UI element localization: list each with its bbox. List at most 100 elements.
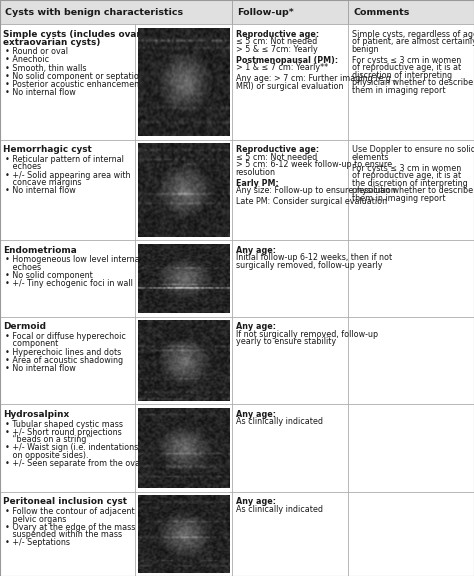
Bar (0, 24, 135, 139)
Text: Follow-up*: Follow-up* (237, 7, 294, 17)
Bar (135, 24, 232, 139)
Text: For cysts ≤ 3 cm in women: For cysts ≤ 3 cm in women (352, 56, 461, 65)
Text: of reproductive age, it is at: of reproductive age, it is at (352, 63, 461, 72)
Text: • Area of acoustic shadowing: • Area of acoustic shadowing (5, 355, 123, 365)
Bar (0, 0, 232, 24)
Bar (232, 139, 348, 240)
Text: of patient, are almost certainly: of patient, are almost certainly (352, 37, 474, 47)
Text: Any age: > 7 cm: Further imaging (e.g.,: Any age: > 7 cm: Further imaging (e.g., (236, 74, 395, 83)
Text: As clinically indicated: As clinically indicated (236, 505, 323, 514)
Text: Simple cysts (includes ovarian and: Simple cysts (includes ovarian and (3, 30, 179, 39)
Bar (348, 317, 474, 404)
Text: them in imaging report: them in imaging report (352, 86, 445, 94)
Text: benign: benign (352, 45, 379, 54)
Text: surgically removed, follow-up yearly: surgically removed, follow-up yearly (236, 261, 382, 270)
Text: extraovarian cysts): extraovarian cysts) (3, 38, 100, 47)
Bar (135, 139, 232, 240)
Text: echoes: echoes (5, 263, 41, 272)
Text: • +/- Short round projections: • +/- Short round projections (5, 427, 122, 437)
Bar (348, 139, 474, 240)
Text: • Anechoic: • Anechoic (5, 55, 49, 65)
Text: • Hyperechoic lines and dots: • Hyperechoic lines and dots (5, 347, 121, 357)
Text: > 5 & ≤ 7cm: Yearly: > 5 & ≤ 7cm: Yearly (236, 45, 317, 54)
Bar (348, 0, 474, 24)
Text: Any age:: Any age: (236, 323, 275, 331)
Text: • No internal flow: • No internal flow (5, 363, 76, 373)
Text: • No solid component or septation: • No solid component or septation (5, 71, 144, 81)
Text: • +/- Seen separate from the ovary: • +/- Seen separate from the ovary (5, 458, 148, 468)
Bar (348, 240, 474, 317)
Bar (0, 240, 135, 317)
Text: Hemorrhagic cyst: Hemorrhagic cyst (3, 145, 92, 154)
Bar (0, 317, 135, 404)
Bar (135, 404, 232, 492)
Text: • +/- Tiny echogenic foci in wall: • +/- Tiny echogenic foci in wall (5, 279, 133, 288)
Text: pelvic organs: pelvic organs (5, 514, 66, 524)
Text: If not surgically removed, follow-up: If not surgically removed, follow-up (236, 330, 378, 339)
Text: > 1 & ≤ 7 cm: Yearly**: > 1 & ≤ 7 cm: Yearly** (236, 63, 328, 72)
Text: Endometrioma: Endometrioma (3, 246, 77, 255)
Bar (232, 240, 348, 317)
Text: Dermoid: Dermoid (3, 323, 46, 331)
Text: physician whether to describe: physician whether to describe (352, 186, 473, 195)
Bar (348, 492, 474, 576)
Text: Any age:: Any age: (236, 498, 275, 506)
Text: Comments: Comments (353, 7, 410, 17)
Text: • Tubular shaped cystic mass: • Tubular shaped cystic mass (5, 419, 123, 429)
Text: Any size: Follow-up to ensure resolution: Any size: Follow-up to ensure resolution (236, 186, 395, 195)
Text: elements: elements (352, 153, 389, 162)
Text: the discretion of interpreting: the discretion of interpreting (352, 179, 467, 188)
Text: • Smooth, thin walls: • Smooth, thin walls (5, 63, 87, 73)
Text: Any age:: Any age: (236, 246, 275, 255)
Bar (232, 317, 348, 404)
Text: MRI) or surgical evaluation: MRI) or surgical evaluation (236, 82, 343, 90)
Text: ≤ 5 cm: Not needed: ≤ 5 cm: Not needed (236, 153, 317, 162)
Text: suspended within the mass: suspended within the mass (5, 530, 122, 539)
Text: resolution: resolution (236, 168, 275, 177)
Text: Early PM:: Early PM: (236, 179, 278, 188)
Text: > 5 cm: 6-12 week follow-up to ensure: > 5 cm: 6-12 week follow-up to ensure (236, 160, 392, 169)
Text: them in imaging report: them in imaging report (352, 194, 445, 203)
Text: component: component (5, 339, 58, 348)
Text: “beads on a string”: “beads on a string” (5, 435, 91, 444)
Bar (232, 404, 348, 492)
Text: • +/- Waist sign (i.e. indentations: • +/- Waist sign (i.e. indentations (5, 443, 138, 452)
Text: Simple cysts, regardless of age: Simple cysts, regardless of age (352, 30, 474, 39)
Bar (348, 24, 474, 139)
Text: on opposite sides).: on opposite sides). (5, 450, 89, 460)
Text: Use Doppler to ensure no solid: Use Doppler to ensure no solid (352, 145, 474, 154)
Bar (348, 404, 474, 492)
Text: physician whether to describe: physician whether to describe (352, 78, 473, 87)
Text: yearly to ensure stability: yearly to ensure stability (236, 338, 336, 346)
Text: ≤ 5 cm: Not needed: ≤ 5 cm: Not needed (236, 37, 317, 47)
Text: • Ovary at the edge of the mass or: • Ovary at the edge of the mass or (5, 522, 146, 532)
Text: • Posterior acoustic enhancement: • Posterior acoustic enhancement (5, 79, 143, 89)
Bar (0, 139, 135, 240)
Bar (232, 492, 348, 576)
Text: discretion of interpreting: discretion of interpreting (352, 71, 452, 79)
Text: Reproductive age:: Reproductive age: (236, 145, 319, 154)
Text: As clinically indicated: As clinically indicated (236, 418, 323, 426)
Bar (232, 24, 348, 139)
Bar (135, 492, 232, 576)
Text: Initial follow-up 6-12 weeks, then if not: Initial follow-up 6-12 weeks, then if no… (236, 253, 392, 262)
Text: Late PM: Consider surgical evaluation: Late PM: Consider surgical evaluation (236, 197, 387, 206)
Bar (135, 240, 232, 317)
Bar (232, 0, 348, 24)
Bar (135, 317, 232, 404)
Text: concave margins: concave margins (5, 178, 82, 187)
Text: • Follow the contour of adjacent: • Follow the contour of adjacent (5, 507, 135, 516)
Bar (0, 492, 135, 576)
Text: • Reticular pattern of internal: • Reticular pattern of internal (5, 155, 124, 164)
Text: Postmenopausal (PM):: Postmenopausal (PM): (236, 56, 337, 65)
Text: • No internal flow: • No internal flow (5, 186, 76, 195)
Text: Cysts with benign characteristics: Cysts with benign characteristics (5, 7, 183, 17)
Text: Any age:: Any age: (236, 410, 275, 419)
Text: • No solid component: • No solid component (5, 271, 93, 280)
Text: • Focal or diffuse hyperechoic: • Focal or diffuse hyperechoic (5, 332, 126, 341)
Text: Hydrosalpinx: Hydrosalpinx (3, 410, 70, 419)
Text: echoes: echoes (5, 162, 41, 172)
Text: • +/- Solid appearing area with: • +/- Solid appearing area with (5, 170, 131, 180)
Text: • Homogeneous low level internal: • Homogeneous low level internal (5, 256, 142, 264)
Text: • Round or oval: • Round or oval (5, 47, 68, 56)
